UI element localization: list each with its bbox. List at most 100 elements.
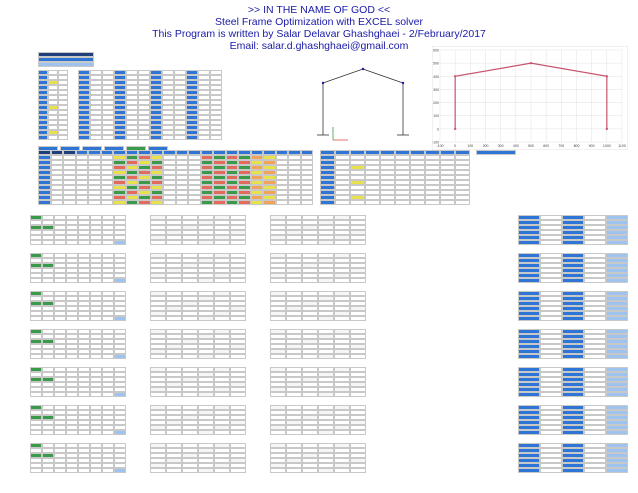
sheet-cell[interactable] [30,387,42,392]
sheet-cell[interactable] [114,448,126,453]
matrix-cell[interactable] [334,377,350,382]
result-panel-cell[interactable] [518,463,540,468]
sheet-cell[interactable] [48,130,58,135]
matrix-cell[interactable] [182,268,198,273]
matrix-cell[interactable] [334,215,350,220]
sheet-cell[interactable] [114,110,126,115]
matrix-cell[interactable] [318,392,334,397]
matrix-cell[interactable] [198,382,214,387]
result-panel-cell[interactable] [518,329,540,334]
matrix-cell[interactable] [286,225,302,230]
matrix-cell[interactable] [302,448,318,453]
sheet-cell[interactable] [90,235,102,240]
sheet-cell[interactable] [225,190,238,195]
sheet-cell[interactable] [58,110,68,115]
result-panel-cell[interactable] [540,430,562,435]
sheet-cell[interactable] [150,130,162,135]
result-panel-cell[interactable] [518,392,540,397]
sheet-cell[interactable] [114,240,126,245]
matrix-cell[interactable] [150,405,166,410]
result-panel-cell[interactable] [540,220,562,225]
sheet-cell[interactable] [54,334,66,339]
matrix-cell[interactable] [214,225,230,230]
sheet-cell[interactable] [75,175,88,180]
sheet-cell[interactable] [225,200,238,205]
sheet-cell[interactable] [335,155,350,160]
sheet-cell[interactable] [114,344,126,349]
sheet-cell[interactable] [42,405,54,410]
sheet-cell[interactable] [250,150,263,155]
matrix-cell[interactable] [270,273,286,278]
sheet-cell[interactable] [114,95,126,100]
sheet-cell[interactable] [440,170,455,175]
sheet-cell[interactable] [48,125,58,130]
sheet-cell[interactable] [188,155,201,160]
sheet-cell[interactable] [188,175,201,180]
matrix-cell[interactable] [230,415,246,420]
result-panel-cell[interactable] [518,443,540,448]
sheet-cell[interactable] [90,75,102,80]
matrix-cell[interactable] [270,372,286,377]
sheet-cell[interactable] [188,195,201,200]
sheet-cell[interactable] [395,165,410,170]
sheet-cell[interactable] [410,170,425,175]
sheet-cell[interactable] [90,316,102,321]
sheet-cell[interactable] [200,165,213,170]
sheet-cell[interactable] [138,130,150,135]
sheet-cell[interactable] [138,125,150,130]
sheet-cell[interactable] [100,175,113,180]
matrix-cell[interactable] [230,306,246,311]
matrix-cell[interactable] [150,263,166,268]
matrix-cell[interactable] [150,329,166,334]
matrix-cell[interactable] [318,334,334,339]
sheet-cell[interactable] [410,150,425,155]
sheet-cell[interactable] [365,195,380,200]
sheet-cell[interactable] [275,160,288,165]
sheet-cell[interactable] [88,195,101,200]
sheet-cell[interactable] [150,115,162,120]
sheet-cell[interactable] [410,185,425,190]
sheet-cell[interactable] [42,258,54,263]
matrix-cell[interactable] [334,458,350,463]
sheet-cell[interactable] [102,273,114,278]
sheet-cell[interactable] [186,80,198,85]
sheet-cell[interactable] [48,110,58,115]
result-panel-cell[interactable] [562,415,584,420]
matrix-cell[interactable] [350,329,366,334]
sheet-cell[interactable] [213,180,226,185]
result-panel-cell[interactable] [540,468,562,473]
sheet-cell[interactable] [288,200,301,205]
matrix-cell[interactable] [198,291,214,296]
matrix-cell[interactable] [350,316,366,321]
sheet-cell[interactable] [90,263,102,268]
sheet-cell[interactable] [114,75,126,80]
sheet-cell[interactable] [263,200,276,205]
sheet-cell[interactable] [114,253,126,258]
sheet-cell[interactable] [163,150,176,155]
sheet-cell[interactable] [66,410,78,415]
sheet-cell[interactable] [186,125,198,130]
sheet-cell[interactable] [75,170,88,175]
matrix-cell[interactable] [198,367,214,372]
result-panel-cell[interactable] [606,334,628,339]
matrix-cell[interactable] [214,215,230,220]
sheet-cell[interactable] [42,344,54,349]
sheet-cell[interactable] [90,225,102,230]
sheet-cell[interactable] [90,85,102,90]
matrix-cell[interactable] [270,334,286,339]
matrix-cell[interactable] [302,430,318,435]
sheet-cell[interactable] [380,160,395,165]
sheet-cell[interactable] [440,185,455,190]
matrix-cell[interactable] [302,405,318,410]
result-panel-cell[interactable] [562,291,584,296]
sheet-cell[interactable] [150,155,163,160]
matrix-cell[interactable] [270,220,286,225]
sheet-cell[interactable] [54,215,66,220]
matrix-cell[interactable] [182,240,198,245]
sheet-cell[interactable] [163,195,176,200]
matrix-cell[interactable] [350,443,366,448]
sheet-cell[interactable] [30,311,42,316]
sheet-cell[interactable] [54,220,66,225]
matrix-cell[interactable] [318,220,334,225]
sheet-cell[interactable] [335,185,350,190]
